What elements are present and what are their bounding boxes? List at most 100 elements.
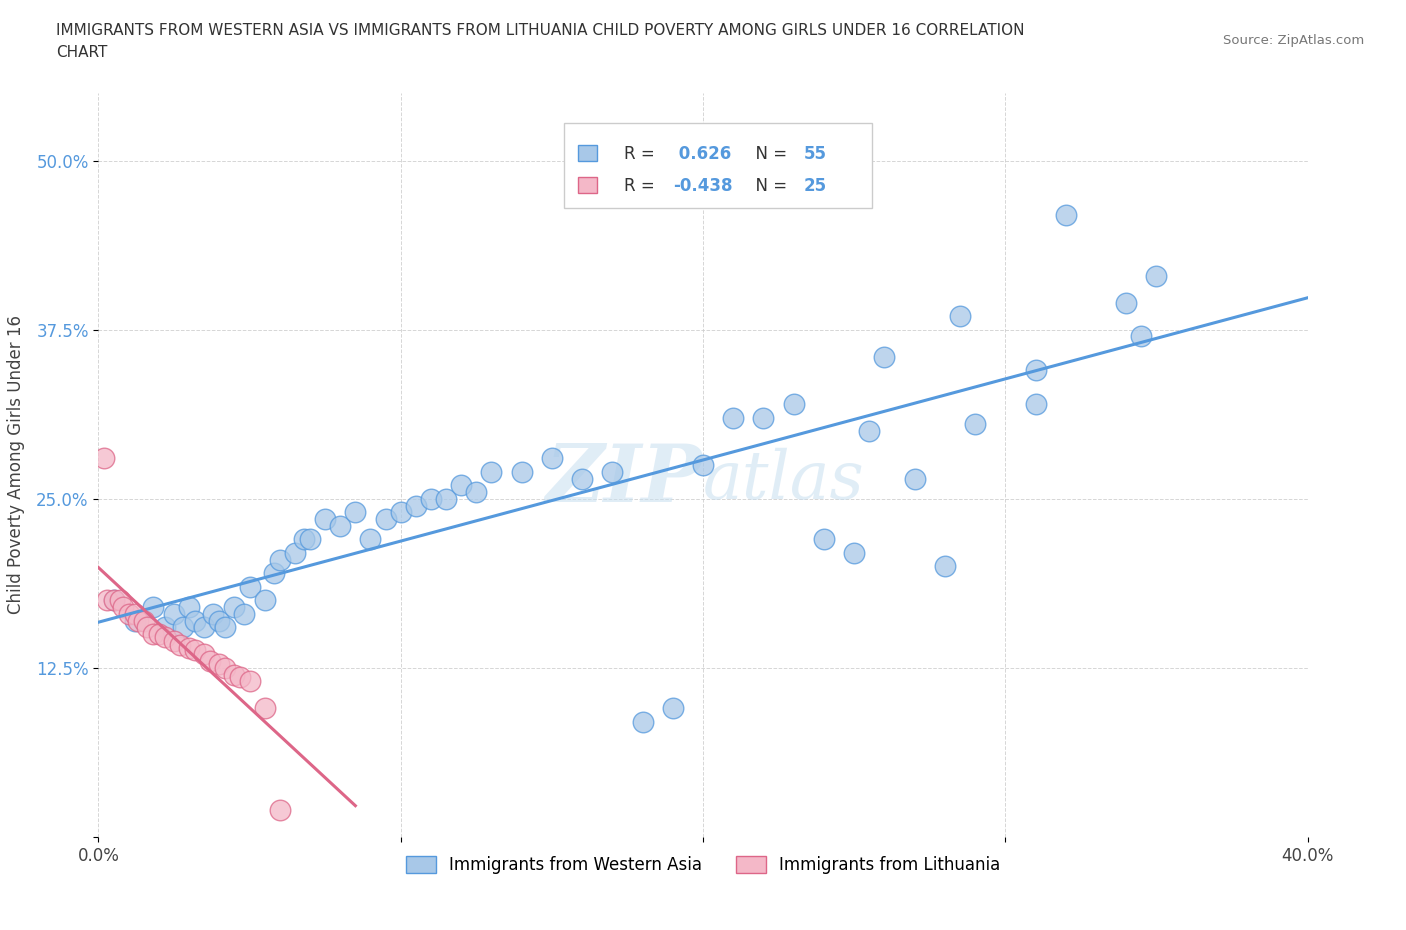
Point [434, 491, 457, 506]
Text: 55: 55 [803, 145, 827, 163]
FancyBboxPatch shape [564, 123, 872, 208]
Point [284, 546, 307, 561]
Point [616, 174, 638, 189]
Point [163, 633, 186, 648]
Point [344, 505, 367, 520]
Point [96, 592, 118, 607]
Point [127, 613, 149, 628]
Point [374, 512, 396, 526]
Point [405, 498, 427, 513]
Point [873, 350, 896, 365]
Point [148, 627, 170, 642]
Text: IMMIGRANTS FROM WESTERN ASIA VS IMMIGRANTS FROM LITHUANIA CHILD POVERTY AMONG GI: IMMIGRANTS FROM WESTERN ASIA VS IMMIGRAN… [56, 23, 1025, 38]
Point [202, 606, 225, 621]
Point [540, 451, 562, 466]
Point [153, 620, 176, 635]
Point [142, 627, 165, 642]
Point [253, 592, 276, 607]
Point [949, 309, 972, 324]
Point [783, 397, 806, 412]
Point [163, 606, 186, 621]
Point [510, 464, 533, 479]
Text: ZIP: ZIP [546, 441, 703, 519]
Point [193, 620, 215, 635]
Point [965, 417, 987, 432]
Point [118, 606, 141, 621]
Point [481, 464, 503, 479]
Text: 0.626: 0.626 [672, 145, 731, 163]
Text: Source: ZipAtlas.com: Source: ZipAtlas.com [1223, 34, 1364, 47]
Point [124, 606, 146, 621]
Point [193, 647, 215, 662]
Point [179, 600, 201, 615]
Point [229, 670, 252, 684]
Point [208, 613, 231, 628]
Point [232, 606, 254, 621]
Point [904, 472, 927, 486]
Text: R =: R = [624, 177, 661, 195]
Point [813, 532, 835, 547]
Y-axis label: Child Poverty Among Girls Under 16: Child Poverty Among Girls Under 16 [7, 315, 25, 615]
Point [292, 532, 315, 547]
Point [124, 613, 146, 628]
Point [269, 803, 291, 817]
Legend: Immigrants from Western Asia, Immigrants from Lithuania: Immigrants from Western Asia, Immigrants… [399, 849, 1007, 881]
Point [1144, 268, 1167, 283]
Point [631, 714, 654, 729]
Point [269, 552, 291, 567]
Point [329, 518, 352, 533]
Point [93, 451, 115, 466]
Text: 25: 25 [803, 177, 827, 195]
Point [420, 491, 443, 506]
Point [752, 410, 775, 425]
Point [253, 701, 276, 716]
Point [723, 410, 745, 425]
Point [224, 600, 246, 615]
Point [200, 654, 222, 669]
Point [142, 600, 165, 615]
Point [465, 485, 488, 499]
Text: N =: N = [745, 177, 793, 195]
Point [314, 512, 336, 526]
Point [299, 532, 322, 547]
Point [360, 532, 382, 547]
Point [132, 613, 155, 628]
Point [103, 592, 125, 607]
Point [858, 424, 880, 439]
Point [1054, 207, 1077, 222]
Point [224, 667, 246, 682]
Point [450, 478, 472, 493]
Point [172, 620, 194, 635]
Point [934, 559, 956, 574]
Point [208, 657, 231, 671]
Point [184, 613, 207, 628]
Point [111, 600, 134, 615]
FancyBboxPatch shape [578, 177, 598, 193]
Point [1024, 363, 1046, 378]
Point [153, 630, 176, 644]
Point [179, 640, 201, 655]
Point [108, 592, 131, 607]
Point [214, 660, 236, 675]
Point [1130, 329, 1153, 344]
Point [184, 643, 207, 658]
Text: N =: N = [745, 145, 793, 163]
Point [844, 546, 866, 561]
Point [571, 472, 593, 486]
Point [1024, 397, 1046, 412]
Point [389, 505, 412, 520]
Point [239, 674, 262, 689]
Text: R =: R = [624, 145, 661, 163]
Text: atlas: atlas [703, 447, 865, 512]
Point [263, 565, 285, 580]
Text: CHART: CHART [56, 45, 108, 60]
Point [602, 464, 624, 479]
Point [692, 458, 714, 472]
Text: -0.438: -0.438 [672, 177, 733, 195]
Point [214, 620, 236, 635]
Point [239, 579, 262, 594]
Point [169, 637, 191, 652]
FancyBboxPatch shape [578, 145, 598, 162]
Point [135, 620, 157, 635]
Point [661, 701, 683, 716]
